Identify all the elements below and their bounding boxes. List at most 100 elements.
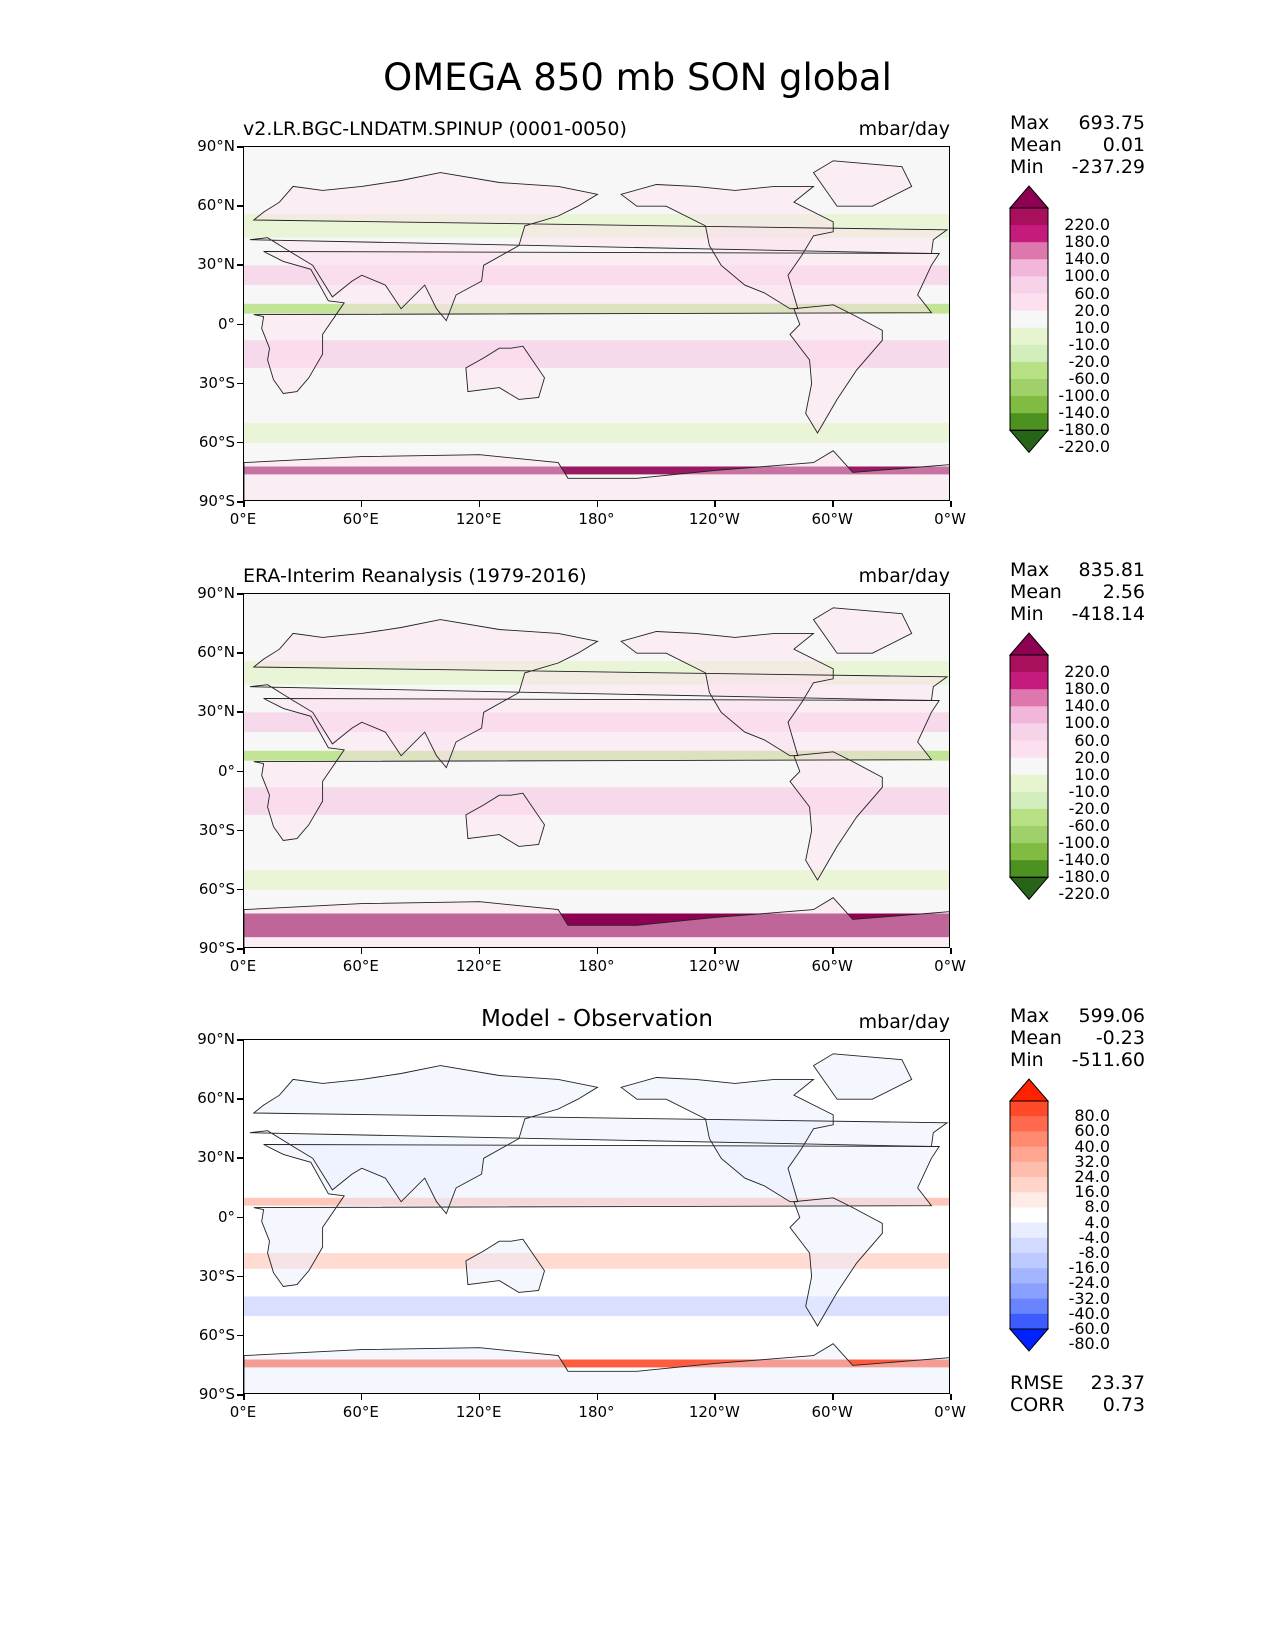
colorbar-segment [1010,259,1048,277]
colorbar-segment [1010,242,1048,260]
lat-tick-mark [237,1275,243,1278]
lon-tick-label: 0°E [229,1403,257,1421]
colorbar-segment [1010,1298,1048,1315]
lat-tick-label: 30°N [197,255,235,274]
lat-tick-label: 90°S [198,492,235,510]
colorbar [1008,1078,1050,1352]
colorbar-level-label: -100.0 [1058,386,1110,406]
stat-label: Min [1010,603,1044,625]
lat-tick-mark [237,1157,243,1159]
lat-tick-label: 90°S [198,939,235,957]
coastline-6 [244,450,949,500]
land-field-3 [621,631,834,756]
figure-title: OMEGA 850 mb SON global [383,56,892,99]
lat-tick-label: 90°N [197,137,235,155]
map-field-svg [244,594,949,947]
lon-tick-label: 120°W [688,1403,740,1421]
lat-tick-mark [237,501,243,503]
lon-tick-mark [360,1394,363,1400]
panel-units: mbar/day [858,1011,950,1033]
lat-tick-label: 60°S [198,879,235,898]
coastline-2 [465,345,545,400]
colorbar-segment [1010,1101,1048,1117]
stat-label: Min [1010,156,1044,178]
lat-tick-label: 0° [217,314,235,333]
colorbar-segment [1010,672,1048,690]
coastline-5 [812,607,913,654]
lon-tick-label: 120°W [688,510,740,528]
lon-tick-label: 180° [578,957,615,975]
colorbar-segment [1010,396,1048,414]
colorbar-level-label: -60.0 [1068,1319,1110,1338]
panel-stats: Max 693.75 Mean 0.01 Min -237.29 [1010,112,1145,178]
lat-tick-label: 60°S [198,432,235,451]
stat-row: Max 599.06 [1010,1005,1145,1027]
lat-tick-mark [237,441,243,444]
colorbar-segment [1010,808,1048,827]
southern-ocean-band [244,1296,949,1317]
panel-stats: Max 835.81 Mean 2.56 Min -418.14 [1010,559,1145,625]
coastline-1 [249,172,949,322]
lat-tick-mark [237,1039,243,1041]
land-field-5 [813,1053,912,1100]
land-field-2 [465,1239,545,1293]
lon-tick-mark [596,501,598,507]
land-field-5 [813,607,912,654]
land-field-6 [244,897,949,947]
colorbar-segment [1010,1283,1048,1300]
colorbar-segment [1010,1192,1048,1208]
colorbar-segment [1010,740,1048,759]
lat-tick-mark [237,948,243,950]
lat-tick-label: 30°S [198,1266,235,1285]
land-field-6 [244,1343,949,1393]
stat-label: Max [1010,559,1050,581]
colorbar-extend-max [1008,185,1050,209]
lat-tick-mark [237,888,243,891]
lat-tick-mark [237,593,243,595]
land-field-4 [790,304,883,433]
colorbar-segment [1010,860,1048,878]
stat-row: Max 835.81 [1010,559,1145,581]
colorbar-segment [1010,1116,1048,1132]
lat-tick-mark [237,264,243,266]
colorbar-level-label: 4.0 [1084,1212,1110,1232]
lon-tick-label: 0°W [934,957,966,975]
colorbar-segment [1010,276,1048,294]
colorbar-frame [1009,207,1049,431]
land-field-6 [244,450,949,500]
colorbar-segment [1010,413,1048,431]
metric-label: RMSE [1010,1372,1064,1394]
stat-row: Max 693.75 [1010,112,1145,134]
lat-tick-label: 60°N [197,643,235,662]
lat-tick-mark [237,1098,243,1100]
colorbar-frame [1009,654,1049,878]
colorbar-level-label: -220.0 [1058,437,1110,457]
antarctic-edge-strip [244,466,949,475]
lon-tick-label: 60°W [811,957,853,975]
metric-row: CORR 0.73 [1010,1394,1145,1416]
stat-row: Min -237.29 [1010,156,1145,178]
panel-stats: Max 599.06 Mean -0.23 Min -511.60 [1010,1005,1145,1071]
land-field-5 [813,160,912,207]
colorbar-segment [1010,361,1048,380]
lon-tick-label: 180° [578,1403,615,1421]
stat-label: Max [1010,112,1050,134]
colorbar-level-label: 8.0 [1084,1197,1110,1217]
colorbar-level-label: 60.0 [1074,1121,1110,1141]
colorbar-segment [1010,843,1048,861]
colorbar-segment [1010,1237,1048,1254]
lon-tick-mark [596,948,598,954]
colorbar-level-label: -60.0 [1068,816,1110,835]
coastline-4 [789,1197,883,1327]
lat-tick-mark [237,323,243,325]
panel-center-title: Model - Observation [480,1006,714,1032]
colorbar-extend-max [1008,1078,1050,1102]
lat-tick-mark [237,1334,243,1337]
stat-value: -0.23 [1095,1027,1145,1049]
subtropical-subsidence-band [244,340,949,368]
map-panel [243,593,950,948]
antarctic-edge-strip [244,1359,949,1368]
stat-value: 2.56 [1102,581,1145,603]
southern-ocean-band [244,870,949,890]
storm-track-band [244,661,949,685]
